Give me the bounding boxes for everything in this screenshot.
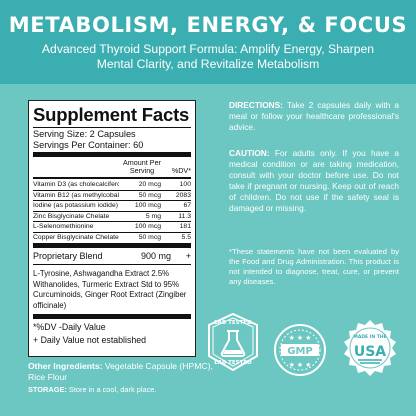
caution-label: CAUTION: xyxy=(229,148,270,158)
blend-name: Proprietary Blend xyxy=(33,251,103,261)
nutrient-amount: 20 mcg xyxy=(138,181,161,188)
svg-text:★ ★ ★: ★ ★ ★ xyxy=(289,334,312,342)
fda-disclaimer: *These statements have not been evaluate… xyxy=(229,247,399,286)
usa-text: USA xyxy=(354,344,386,360)
divider-thick xyxy=(33,152,191,157)
blend-ingredients: L-Tyrosine, Ashwagandha Extract 2.5% Wit… xyxy=(33,269,187,310)
gmp-text: GMP xyxy=(287,346,313,357)
nutrient-dv: 100 xyxy=(179,181,191,188)
subheadline: Advanced Thyroid Support Formula: Amplif… xyxy=(41,42,375,71)
serving-size: Serving Size: 2 Capsules xyxy=(33,129,136,139)
directions-label: DIRECTIONS: xyxy=(229,100,283,110)
nutrient-dv: 11.3 xyxy=(178,212,191,220)
made-in-usa-badge: MADE IN THE USA xyxy=(344,320,396,376)
nutrient-name: Zinc Bisglycinate Chelate xyxy=(33,212,110,220)
lab-tested-top-text: LAB TESTED xyxy=(214,320,252,326)
nutrient-name: Iodine (as potassium iodide) xyxy=(33,202,119,209)
nutrient-amount: 50 mcg xyxy=(138,191,161,199)
directions-text: Take 2 capsules daily with a meal or fol… xyxy=(229,100,399,132)
star-icon: ★ ★ ★ ★ ★ ★ xyxy=(289,334,312,369)
servings-per-container: Servings Per Container: 60 xyxy=(33,140,144,150)
nutrient-row: Zinc Bisglycinate Chelate 5 mg 11.3 xyxy=(33,212,191,222)
directions: DIRECTIONS: Take 2 capsules daily with a… xyxy=(229,100,399,133)
proprietary-blend-row: Proprietary Blend 900 mg + xyxy=(33,249,191,263)
headline: METABOLISM, ENERGY, & FOCUS xyxy=(8,13,408,37)
divider xyxy=(33,264,191,265)
footnote-dv: *%DV -Daily Value xyxy=(33,322,106,332)
nutrient-dv: 181 xyxy=(179,223,191,230)
caution-text: For adults only. If you have a medical c… xyxy=(229,148,399,213)
nutrient-name: Vitamin B12 (as methylcobalamin) xyxy=(33,191,119,199)
amount-header-row: Amount Per Serving %DV* xyxy=(33,158,191,176)
nutrient-amount: 50 mcg xyxy=(138,233,161,241)
divider-thick xyxy=(33,243,191,248)
storage-text: Store in a cool, dark place. xyxy=(66,385,157,394)
dv-header: %DV* xyxy=(171,166,191,175)
caution: CAUTION: For adults only. If you have a … xyxy=(229,148,399,214)
nutrient-row: Vitamin D3 (as cholecalciferol) 20 mcg 1… xyxy=(33,180,191,191)
divider-thick xyxy=(33,314,191,319)
storage: STORAGE: Store in a cool, dark place. xyxy=(28,385,228,394)
storage-label: STORAGE: xyxy=(28,385,67,394)
nutrient-row: L-Selenomethionine 100 mcg 181 xyxy=(33,222,191,233)
nutrient-row: Vitamin B12 (as methylcobalamin) 50 mcg … xyxy=(33,191,191,201)
other-ingredients-label: Other Ingredients: xyxy=(28,361,103,371)
nutrient-amount: 100 mcg xyxy=(134,223,161,230)
made-in-text: MADE IN THE xyxy=(353,334,386,340)
divider xyxy=(33,127,191,128)
nutrient-dv: 5.5 xyxy=(181,233,191,241)
nutrient-row: Iodine (as potassium iodide) 100 mcg 67 xyxy=(33,201,191,212)
divider-mid xyxy=(33,177,191,179)
footnote-not-established: + Daily Value not established xyxy=(33,335,147,345)
lab-tested-badge: LAB TESTED LAB TESTED xyxy=(208,312,258,372)
blend-amount: 900 mg xyxy=(140,251,171,261)
nutrient-amount: 100 mcg xyxy=(134,202,161,209)
flag-stripes-icon xyxy=(358,359,382,364)
nutrient-amount: 5 mg xyxy=(145,212,161,220)
supplement-facts-panel: Supplement Facts Serving Size: 2 Capsule… xyxy=(28,100,196,357)
gmp-badge: GMP ★ ★ ★ ★ ★ ★ xyxy=(274,324,326,376)
facts-title: Supplement Facts xyxy=(33,104,190,125)
other-ingredients-text: Vegetable Capsule (HPMC), Rice Flour xyxy=(28,361,213,382)
lab-tested-bottom-text: LAB TESTED xyxy=(214,360,252,366)
nutrient-name: L-Selenomethionine xyxy=(33,223,94,230)
nutrient-dv: 67 xyxy=(183,202,191,209)
nutrient-dv: 2083 xyxy=(175,191,191,199)
flask-icon xyxy=(220,330,246,357)
nutrient-row: Copper Bisglycinate Chelate 50 mcg 5.5 xyxy=(33,233,191,243)
nutrient-name: Copper Bisglycinate Chelate xyxy=(33,233,119,241)
amount-header: Amount Per Serving xyxy=(123,158,161,175)
header-banner: METABOLISM, ENERGY, & FOCUS Advanced Thy… xyxy=(0,0,416,84)
blend-dv: + xyxy=(185,251,191,261)
svg-text:★ ★ ★: ★ ★ ★ xyxy=(289,361,312,369)
nutrient-name: Vitamin D3 (as cholecalciferol) xyxy=(33,181,119,188)
other-ingredients: Other Ingredients: Vegetable Capsule (HP… xyxy=(28,361,218,382)
